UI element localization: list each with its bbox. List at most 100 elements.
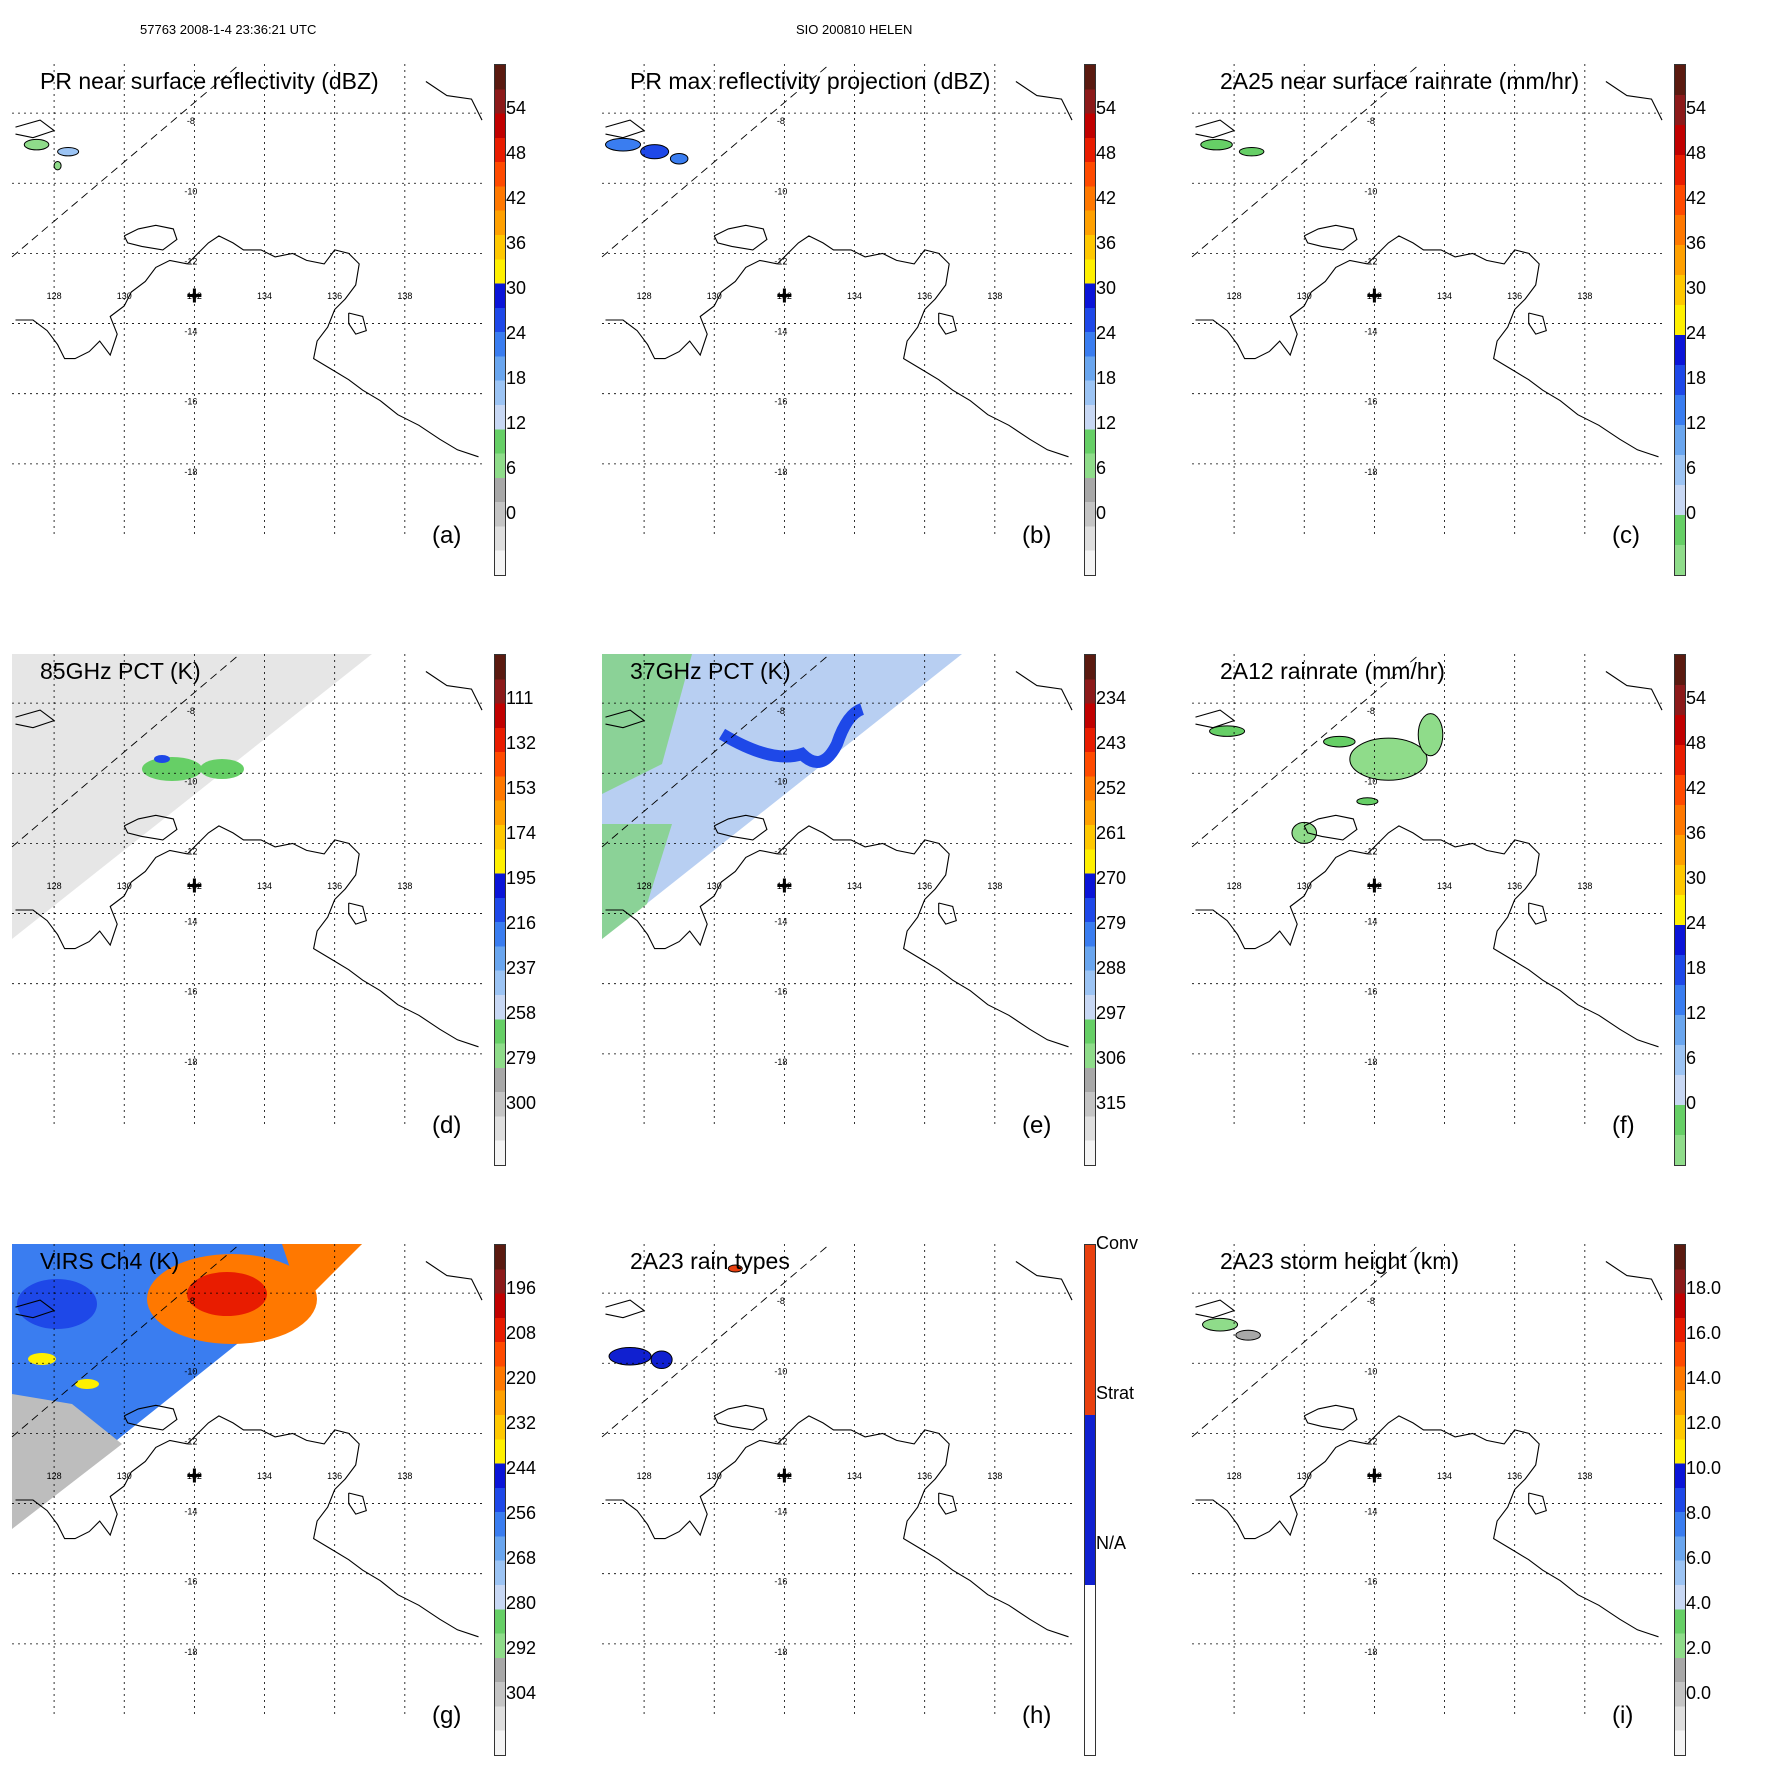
swath-land-signal (602, 654, 692, 794)
lon-label: 136 (327, 881, 342, 891)
lat-label: -16 (184, 1577, 197, 1587)
lon-label: 130 (117, 291, 132, 301)
coastline (123, 814, 178, 841)
colorbar-tick-label: 132 (506, 733, 537, 753)
colorbar-tick-label: 14.0 (1686, 1368, 1722, 1388)
swath-edge (11, 1243, 241, 1438)
coastline (1195, 1415, 1659, 1638)
lon-label: 128 (637, 881, 652, 891)
colorbar-tick-label: 54 (506, 98, 527, 118)
colorbar-tick-label: 6.0 (1686, 1548, 1712, 1568)
panel-letter: (f) (1612, 1112, 1635, 1139)
chart-panel-h: 128130132134136138-8-10-12-14-16-18 2A23… (590, 1202, 1138, 1762)
panel-title: 2A25 near surface rainrate (mm/hr) (1220, 68, 1580, 94)
colorbar-tick-label: 48 (1686, 143, 1707, 163)
colorbar-tick-label: 30 (506, 278, 527, 298)
chart-panel-e: 128130132134136138-8-10-12-14-16-18 37GH… (590, 612, 1130, 1172)
lat-label: -12 (774, 256, 787, 266)
coastline (605, 709, 646, 729)
coastline (15, 709, 56, 729)
lon-label: 138 (397, 291, 412, 301)
colorbar-tick-label: 24 (506, 323, 527, 343)
colorbar-tick-label: 6 (1096, 458, 1107, 478)
coastline (605, 119, 646, 139)
coastline (425, 1261, 483, 1301)
colorbar-tick-label: 18 (1096, 368, 1117, 388)
lat-label: -14 (184, 917, 197, 927)
colorbar-tick-label: 244 (506, 1458, 537, 1478)
swath-edge (1191, 63, 1421, 258)
lat-label: -10 (774, 1366, 787, 1376)
rain-cell (1202, 1317, 1239, 1332)
lon-label: 134 (1437, 1471, 1452, 1481)
lat-label: -14 (184, 1507, 197, 1517)
colorbar-tick-label: 24 (1686, 323, 1707, 343)
rain-cell (1356, 797, 1379, 806)
colorbar-tick-label: 36 (1686, 823, 1707, 843)
colorbar-tick-label: 12 (506, 413, 527, 433)
colorbar (1674, 1244, 1686, 1756)
coastline (1195, 235, 1659, 458)
lat-label: -16 (184, 987, 197, 997)
coastline (425, 671, 483, 711)
panel-title: PR max reflectivity projection (dBZ) (630, 68, 991, 94)
lon-label: 134 (257, 1471, 272, 1481)
map-plot: 128130132134136138-8-10-12-14-16-18 (601, 63, 1073, 534)
colorbar-tick-label: 174 (506, 823, 537, 843)
colorbar-tick-label: 30 (1096, 278, 1117, 298)
lon-label: 128 (637, 291, 652, 301)
rain-cell (1235, 1329, 1261, 1341)
coastline (425, 81, 483, 121)
colorbar-tick-label: 42 (1096, 188, 1117, 208)
rain-cell (727, 1264, 743, 1273)
lat-label: -18 (774, 467, 787, 477)
orbit-timestamp: 57763 2008-1-4 23:36:21 UTC (140, 22, 317, 37)
colorbar-tick-label: 232 (506, 1413, 537, 1433)
chart-panel-g: 128130132134136138-8-10-12-14-16-18 VIRS… (0, 1202, 540, 1762)
lon-label: 134 (847, 1471, 862, 1481)
chart-panel-i: 128130132134136138-8-10-12-14-16-18 2A23… (1180, 1202, 1722, 1762)
coastline (1303, 1404, 1358, 1431)
rain-cell (669, 152, 689, 165)
coastline (1528, 1492, 1547, 1515)
chart-panel-a: 128130132134136138-8-10-12-14-16-18 PR n… (0, 22, 540, 582)
chart-panel-b: 128130132134136138-8-10-12-14-16-18 PR m… (590, 22, 1130, 582)
colorbar-tick-label: 256 (506, 1503, 537, 1523)
lon-label: 138 (1577, 881, 1592, 891)
lat-label: -16 (1364, 397, 1377, 407)
ice-scattering-area (142, 757, 202, 781)
cold-cloud-area (282, 1244, 362, 1304)
rain-cell (57, 146, 80, 157)
warm-spot (28, 1353, 56, 1365)
colorbar-tick-label: 54 (1686, 98, 1707, 118)
coastline (348, 902, 367, 925)
panel-letter: (i) (1612, 1702, 1634, 1729)
coastline (713, 1404, 768, 1431)
colorbar-tick-label: 208 (506, 1323, 537, 1343)
colorbar-tick-label: 304 (506, 1683, 537, 1703)
coastline (15, 119, 56, 139)
colorbar (1674, 654, 1686, 1166)
coastline (1605, 671, 1663, 711)
swath-area (602, 654, 962, 939)
colorbar-tick-label: 6 (506, 458, 517, 478)
coastline (1195, 1299, 1236, 1319)
lat-label: -10 (184, 776, 197, 786)
lat-label: -16 (774, 987, 787, 997)
lon-label: 128 (1227, 1471, 1242, 1481)
coastline (1195, 709, 1236, 729)
ice-scattering-core (154, 755, 170, 763)
lon-label: 130 (117, 881, 132, 891)
lon-label: 134 (257, 291, 272, 301)
lon-label: 136 (917, 1471, 932, 1481)
colorbar-tick-label: 54 (1686, 688, 1707, 708)
lat-label: -16 (1364, 987, 1377, 997)
colorbar-tick-label: 18 (1686, 958, 1707, 978)
colorbar-tick-label: 12 (1686, 1003, 1707, 1023)
lat-label: -8 (1367, 1296, 1375, 1306)
lon-label: 130 (1297, 291, 1312, 301)
panel-title: 2A23 rain types (630, 1248, 790, 1274)
chart-panel-f: 128130132134136138-8-10-12-14-16-18 2A12… (1180, 612, 1720, 1172)
colorbar-tick-label: 268 (506, 1548, 537, 1568)
colorbar-tick-label: 42 (1686, 188, 1707, 208)
